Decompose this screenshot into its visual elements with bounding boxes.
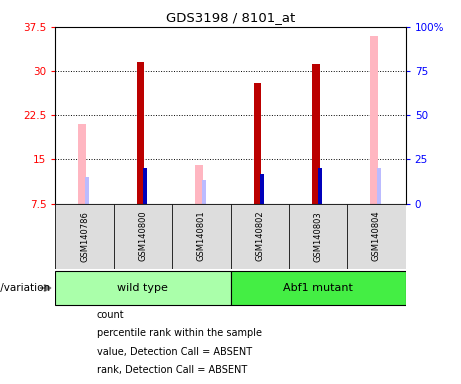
Bar xyxy=(55,271,230,305)
Text: GSM140802: GSM140802 xyxy=(255,211,264,262)
Bar xyxy=(85,177,89,204)
Bar xyxy=(143,168,148,204)
Bar xyxy=(114,204,172,269)
Title: GDS3198 / 8101_at: GDS3198 / 8101_at xyxy=(166,11,295,24)
Text: GSM140800: GSM140800 xyxy=(138,211,148,262)
Text: GSM140801: GSM140801 xyxy=(197,211,206,262)
Bar xyxy=(289,204,347,269)
Bar xyxy=(347,204,406,269)
Bar xyxy=(172,204,230,269)
Bar xyxy=(312,64,319,204)
Bar xyxy=(254,83,261,204)
Text: rank, Detection Call = ABSENT: rank, Detection Call = ABSENT xyxy=(97,365,247,375)
Text: GSM140786: GSM140786 xyxy=(80,211,89,262)
Text: value, Detection Call = ABSENT: value, Detection Call = ABSENT xyxy=(97,347,252,357)
Bar xyxy=(55,204,114,269)
Bar xyxy=(260,174,264,204)
Bar xyxy=(319,168,323,204)
Text: Abf1 mutant: Abf1 mutant xyxy=(283,283,353,293)
Text: wild type: wild type xyxy=(118,283,168,293)
Text: count: count xyxy=(97,310,124,320)
Bar xyxy=(201,180,206,204)
Text: GSM140803: GSM140803 xyxy=(313,211,323,262)
Bar xyxy=(78,124,86,204)
Text: percentile rank within the sample: percentile rank within the sample xyxy=(97,328,262,338)
Text: GSM140804: GSM140804 xyxy=(372,211,381,262)
Bar xyxy=(137,62,144,204)
Bar xyxy=(370,36,378,204)
Bar xyxy=(377,168,381,204)
Bar xyxy=(230,271,406,305)
Bar xyxy=(195,165,203,204)
Bar xyxy=(230,204,289,269)
Text: genotype/variation: genotype/variation xyxy=(0,283,51,293)
